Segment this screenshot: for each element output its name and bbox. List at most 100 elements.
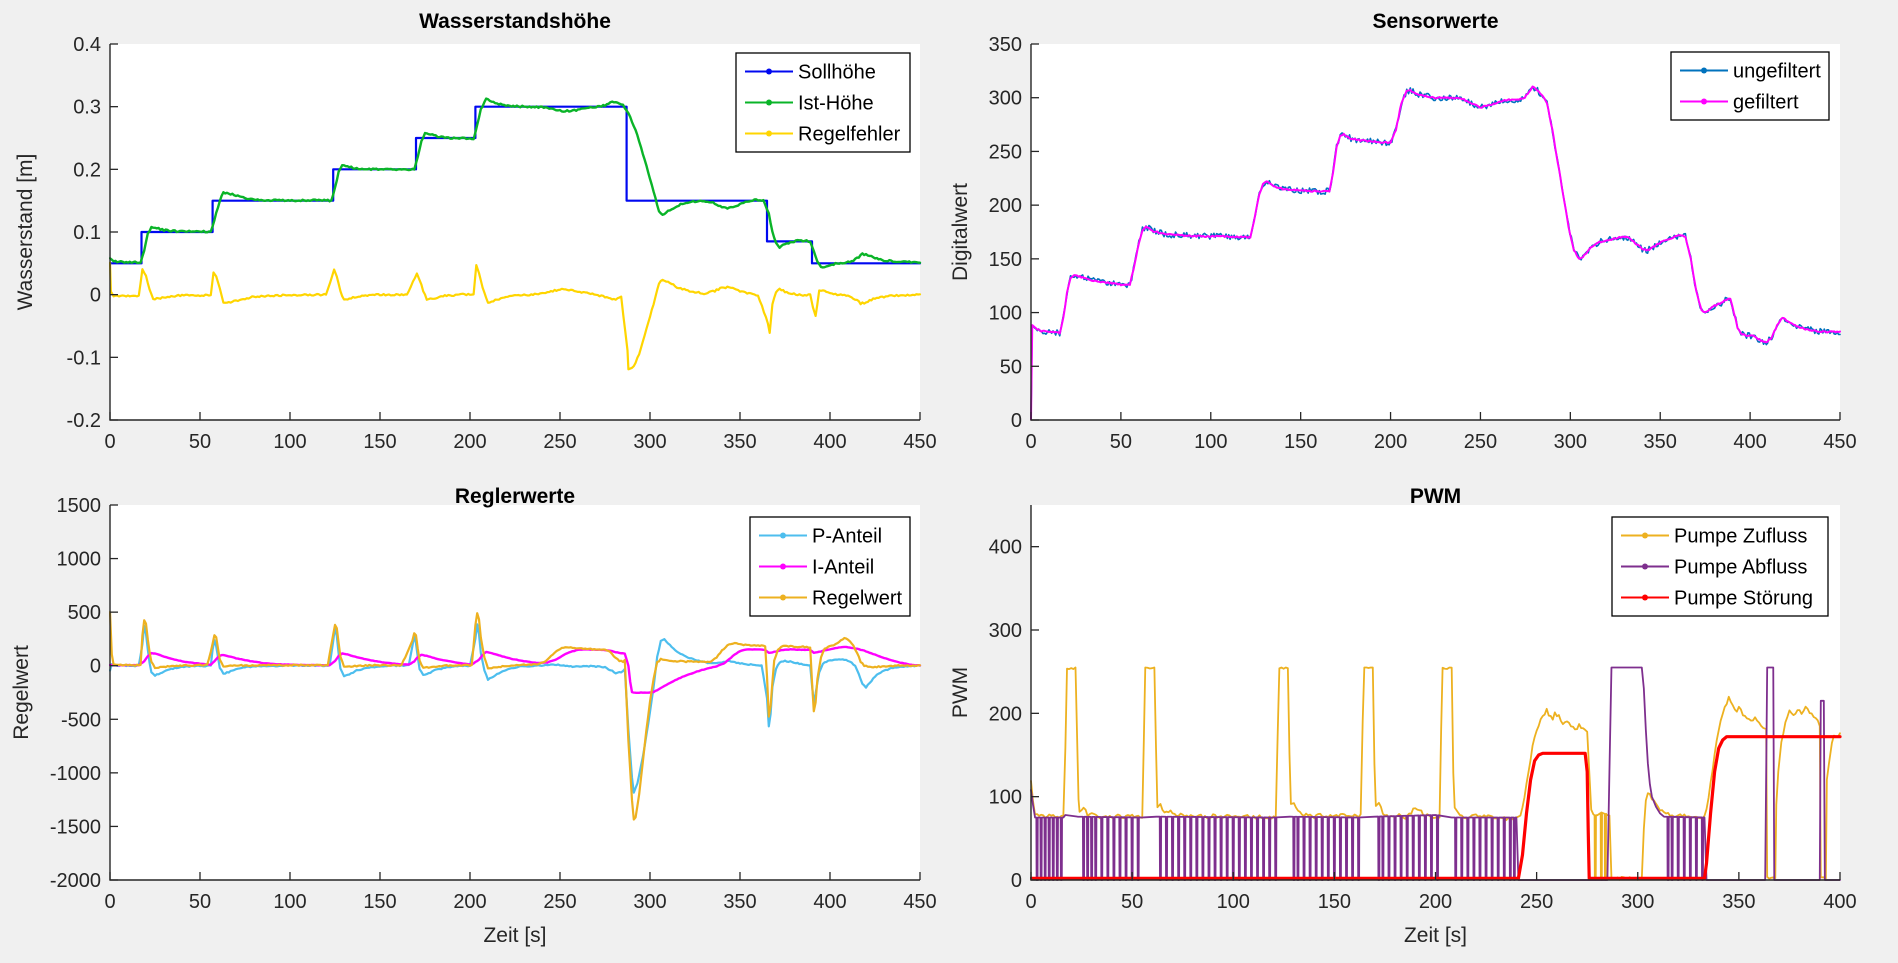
legend-label-pumpe-st-rung: Pumpe Störung (1674, 588, 1813, 610)
chart-sensorwerte: 0 50 100 150 200 250 300 350 400 450 0 50 100 150 200 2… (949, 0, 1898, 481)
y-tick-label: 500 (68, 602, 101, 624)
legend-label-ist-h-he: Ist-Höhe (798, 93, 874, 115)
x-tick-label: 350 (723, 431, 756, 453)
x-tick-label: 0 (104, 431, 115, 453)
y-tick-label: -500 (61, 709, 101, 731)
legend-label-i-anteil: I-Anteil (812, 557, 874, 579)
legend: Pumpe Zufluss Pumpe Abfluss Pumpe Störung (1611, 516, 1829, 617)
chart-title: Wasserstandshöhe (419, 10, 611, 33)
x-tick-label: 350 (1722, 891, 1755, 913)
x-tick-label: 50 (189, 891, 211, 913)
x-tick-label: 300 (633, 431, 666, 453)
legend-marker-icon (1642, 532, 1648, 539)
legend-label-sollh-he: Sollhöhe (798, 62, 876, 84)
y-axis-label: Wasserstand [m] (14, 154, 37, 311)
x-tick-label: 350 (1644, 431, 1677, 453)
legend: Sollhöhe Ist-Höhe Regelfehler (735, 52, 911, 153)
x-axis-label: Zeit [s] (483, 924, 546, 947)
y-tick-label: 0.4 (73, 34, 101, 56)
y-axis-label: Digitalwert (949, 183, 972, 281)
x-tick-label: 150 (1284, 431, 1317, 453)
y-tick-label: 0.2 (73, 159, 101, 181)
y-tick-label: -0.2 (67, 410, 101, 432)
legend-marker-icon (766, 99, 772, 106)
legend-label-pumpe-zufluss: Pumpe Zufluss (1674, 526, 1807, 548)
y-axis-label: PWM (949, 667, 972, 718)
y-tick-label: 0 (90, 656, 101, 678)
legend-marker-icon (766, 130, 772, 137)
x-tick-label: 450 (1823, 431, 1856, 453)
x-tick-label: 100 (273, 431, 306, 453)
x-tick-label: 150 (363, 891, 396, 913)
x-tick-label: 250 (543, 891, 576, 913)
x-tick-label: 150 (363, 431, 396, 453)
x-tick-label: 300 (1554, 431, 1587, 453)
y-tick-label: 0.1 (73, 222, 101, 244)
chart-wasserstandshoehe: 0 50 100 150 200 250 300 350 400 450 -0.2 -0.1 0 0.1 0… (0, 0, 949, 481)
series-ist-h-he (109, 97, 922, 269)
x-tick-label: 400 (1823, 891, 1856, 913)
x-tick-label: 250 (1464, 431, 1497, 453)
chart-title: Reglerwerte (455, 485, 575, 508)
y-tick-label: 250 (989, 141, 1022, 163)
legend-label-regelwert: Regelwert (812, 588, 902, 610)
x-tick-label: 250 (543, 431, 576, 453)
y-tick-label: 0 (1011, 410, 1022, 432)
x-tick-label: 400 (813, 431, 846, 453)
x-tick-label: 300 (1621, 891, 1654, 913)
x-tick-label: 100 (1194, 431, 1227, 453)
y-tick-label: 200 (989, 703, 1022, 725)
series-p-anteil (109, 623, 922, 794)
y-tick-label: 300 (989, 88, 1022, 110)
y-tick-label: 50 (1000, 356, 1022, 378)
y-tick-label: 300 (989, 620, 1022, 642)
y-tick-label: 1500 (57, 495, 102, 517)
x-tick-label: 150 (1318, 891, 1351, 913)
x-tick-label: 200 (453, 431, 486, 453)
series-regelwert (109, 610, 922, 821)
series-pumpe-st-rung (1030, 735, 1842, 880)
y-tick-label: 0 (90, 285, 101, 307)
series-regelfehler (109, 261, 922, 371)
y-tick-label: -1000 (50, 763, 101, 785)
legend-marker-icon (1642, 563, 1648, 570)
y-tick-label: 100 (989, 303, 1022, 325)
legend-marker-icon (766, 68, 772, 75)
series-gefiltert (1030, 85, 1841, 421)
tick-marks: 0 50 100 150 200 250 300 350 400 450 -2000 -1500 -10… (50, 495, 937, 913)
legend-label-gefiltert: gefiltert (1733, 92, 1799, 114)
y-tick-label: -1500 (50, 816, 101, 838)
x-tick-label: 0 (1025, 431, 1036, 453)
x-tick-label: 250 (1520, 891, 1553, 913)
y-tick-label: -0.1 (67, 347, 101, 369)
x-axis-label: Zeit [s] (1404, 924, 1467, 947)
x-tick-label: 200 (1419, 891, 1452, 913)
y-tick-label: 150 (989, 249, 1022, 271)
plot-pwm: 0 50 100 150 200 250 300 350 400 0 100 200 300 400 PWM… (949, 485, 1857, 947)
y-tick-label: 350 (989, 34, 1022, 56)
legend-marker-icon (780, 563, 786, 570)
series-i-anteil (109, 645, 922, 695)
x-tick-label: 0 (104, 891, 115, 913)
legend-marker-icon (780, 532, 786, 539)
y-tick-label: 200 (989, 195, 1022, 217)
legend-marker-icon (1701, 98, 1707, 105)
y-axis-label: Regelwert (10, 645, 33, 740)
tick-marks: 0 50 100 150 200 250 300 350 400 450 0 50 100 150 200 2… (989, 34, 1857, 453)
x-tick-label: 100 (273, 891, 306, 913)
legend: ungefiltert gefiltert (1670, 51, 1830, 121)
legend-label-regelfehler: Regelfehler (798, 124, 901, 146)
y-tick-label: -2000 (50, 870, 101, 892)
chart-title: PWM (1410, 485, 1461, 508)
plot-wasserstand: 0 50 100 150 200 250 300 350 400 450 -0.2 -0.1 0 0.1 0… (14, 10, 937, 453)
plot-reglerwerte: 0 50 100 150 200 250 300 350 400 450 -2000 -1500 -10… (10, 485, 937, 947)
x-tick-label: 400 (1733, 431, 1766, 453)
x-tick-label: 0 (1025, 891, 1036, 913)
y-tick-label: 0 (1011, 870, 1022, 892)
legend: P-Anteil I-Anteil Regelwert (749, 516, 911, 617)
legend-marker-icon (1701, 67, 1707, 74)
y-tick-label: 1000 (57, 549, 102, 571)
x-tick-label: 200 (453, 891, 486, 913)
x-tick-label: 350 (723, 891, 756, 913)
x-tick-label: 300 (633, 891, 666, 913)
